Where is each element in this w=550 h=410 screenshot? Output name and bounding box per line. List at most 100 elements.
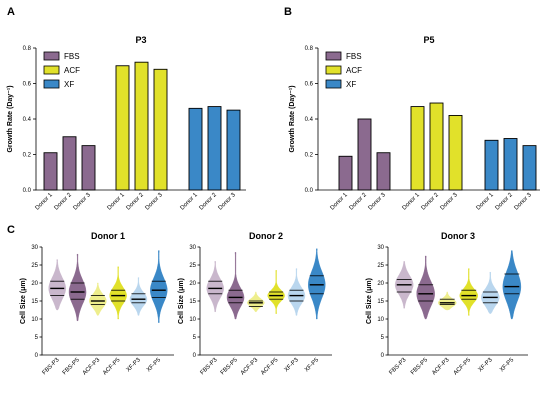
y-tick-label: 20 bbox=[377, 281, 384, 287]
y-tick-label: 0.8 bbox=[305, 46, 314, 52]
bar-xf-donor-1 bbox=[188, 107, 203, 191]
x-tick-label: ACF-P3 bbox=[431, 357, 451, 377]
legend-label-acf: ACF bbox=[346, 66, 362, 75]
violin-acf-p3 bbox=[247, 291, 265, 312]
x-tick-label: Donor 3 bbox=[440, 192, 460, 212]
x-tick-label: ACF-P3 bbox=[240, 357, 260, 377]
y-tick-label: 0.6 bbox=[305, 82, 314, 88]
bar-fbs-donor-2 bbox=[357, 118, 372, 191]
x-tick-label: FBS-P3 bbox=[200, 357, 220, 377]
x-tick-label: XF-P3 bbox=[477, 357, 494, 374]
bar-xf-donor-2 bbox=[207, 106, 222, 191]
x-tick-label: Donor 2 bbox=[349, 192, 369, 212]
y-tick-label: 20 bbox=[31, 281, 38, 287]
x-tick-label: ACF-P5 bbox=[102, 357, 122, 377]
y-tick-label: 0 bbox=[381, 353, 385, 359]
y-tick-label: 20 bbox=[189, 281, 196, 287]
y-tick-label: 10 bbox=[31, 317, 38, 323]
y-tick-label: 30 bbox=[377, 245, 384, 251]
legend-label-fbs: FBS bbox=[64, 52, 80, 61]
y-tick-label: 30 bbox=[31, 245, 38, 251]
bar-xf-donor-2 bbox=[503, 138, 518, 191]
violin-acf-p5 bbox=[459, 268, 479, 316]
x-tick-label: Donor 3 bbox=[514, 192, 534, 212]
x-tick-label: Donor 2 bbox=[199, 192, 219, 212]
panel-letter-a: A bbox=[7, 6, 15, 18]
growth-rate-chart-p5: P5 Growth Rate (Day⁻¹) 0.0 0.2 0.4 0.6 0.8 Dono… bbox=[289, 35, 540, 212]
bar-xf-donor-1 bbox=[484, 139, 499, 191]
bar-acf-donor-1 bbox=[115, 65, 130, 191]
chart-title: Donor 2 bbox=[249, 231, 283, 241]
legend-label-xf: XF bbox=[64, 80, 74, 89]
violin-xf-p3 bbox=[129, 277, 148, 316]
x-tick-label: XF-P3 bbox=[284, 357, 301, 374]
bar-xf-donor-3 bbox=[226, 109, 241, 191]
y-tick-label: 5 bbox=[381, 335, 385, 341]
y-tick-label: 15 bbox=[377, 299, 384, 305]
x-tick-label: Donor 1 bbox=[476, 192, 496, 212]
y-tick-label: 10 bbox=[189, 317, 196, 323]
y-tick-label: 10 bbox=[377, 317, 384, 323]
bar-acf-donor-3 bbox=[153, 68, 168, 191]
chart-title: P5 bbox=[423, 35, 434, 45]
y-tick-label: 0.4 bbox=[23, 117, 32, 123]
violin-fbs-p3 bbox=[206, 261, 225, 312]
x-tick-label: XF-P5 bbox=[499, 357, 516, 374]
y-tick-label: 5 bbox=[193, 335, 197, 341]
violin-fbs-p5 bbox=[68, 253, 87, 321]
x-tick-label: Donor 1 bbox=[402, 192, 422, 212]
legend-label-fbs: FBS bbox=[346, 52, 362, 61]
bar-fbs-donor-3 bbox=[376, 152, 391, 191]
x-tick-label: Donor 1 bbox=[180, 192, 200, 212]
chart-title: Donor 3 bbox=[441, 231, 475, 241]
bar-fbs-donor-1 bbox=[43, 152, 58, 191]
x-tick-label: FBS-P3 bbox=[388, 357, 408, 377]
y-tick-label: 15 bbox=[189, 299, 196, 305]
x-tick-label: XF-P5 bbox=[146, 357, 163, 374]
y-tick-label: 0.0 bbox=[305, 188, 314, 194]
cell-size-chart-donor-1: Donor 1 Cell Size (μm) 0 5 10 15 20 25 30 FBS-P3 F… bbox=[20, 231, 174, 377]
legend-swatch-xf bbox=[43, 79, 60, 89]
y-axis-label: Cell Size (μm) bbox=[20, 278, 27, 324]
y-tick-label: 0.6 bbox=[23, 82, 32, 88]
y-tick-label: 0 bbox=[193, 353, 197, 359]
y-tick-label: 0.4 bbox=[305, 117, 314, 123]
x-tick-label: Donor 2 bbox=[126, 192, 146, 212]
bar-fbs-donor-2 bbox=[62, 136, 77, 191]
y-tick-label: 25 bbox=[377, 263, 384, 269]
violin-fbs-p5 bbox=[226, 252, 245, 320]
y-tick-label: 25 bbox=[189, 263, 196, 269]
y-tick-label: 0.0 bbox=[23, 188, 32, 194]
violin-xf-p3 bbox=[481, 272, 500, 314]
y-axis-label: Cell Size (μm) bbox=[366, 278, 373, 324]
x-tick-label: FBS-P5 bbox=[62, 357, 82, 377]
x-tick-label: ACF-P5 bbox=[453, 357, 473, 377]
x-tick-label: Donor 1 bbox=[330, 192, 350, 212]
x-tick-label: XF-P5 bbox=[304, 357, 321, 374]
legend-swatch-acf bbox=[325, 65, 342, 75]
violin-fbs-p3 bbox=[48, 259, 67, 311]
chart-title: P3 bbox=[135, 35, 146, 45]
legend-label-acf: ACF bbox=[64, 66, 80, 75]
growth-rate-chart-p3: P3 Growth Rate (Day⁻¹) 0.0 0.2 0.4 0.6 0.8 Dono… bbox=[7, 35, 246, 212]
y-tick-label: 0.2 bbox=[23, 153, 32, 159]
cell-size-chart-donor-3: Donor 3 Cell Size (μm) 0 5 10 15 20 25 30 FBS-P3 F… bbox=[366, 231, 528, 377]
bar-acf-donor-3 bbox=[448, 114, 463, 191]
y-tick-label: 15 bbox=[31, 299, 38, 305]
legend-swatch-fbs bbox=[43, 51, 60, 61]
y-tick-label: 5 bbox=[35, 335, 39, 341]
y-tick-label: 0 bbox=[35, 353, 39, 359]
x-tick-label: Donor 2 bbox=[54, 192, 74, 212]
violin-acf-p3 bbox=[437, 291, 457, 311]
bar-fbs-donor-3 bbox=[81, 145, 96, 191]
legend-swatch-acf bbox=[43, 65, 60, 75]
violin-xf-p5 bbox=[150, 250, 168, 323]
y-tick-label: 30 bbox=[189, 245, 196, 251]
x-tick-label: Donor 2 bbox=[421, 192, 441, 212]
legend-swatch-xf bbox=[325, 79, 342, 89]
x-tick-label: Donor 1 bbox=[107, 192, 127, 212]
violin-fbs-p5 bbox=[416, 255, 435, 320]
x-tick-label: Donor 3 bbox=[145, 192, 165, 212]
violin-xf-p3 bbox=[287, 268, 306, 316]
